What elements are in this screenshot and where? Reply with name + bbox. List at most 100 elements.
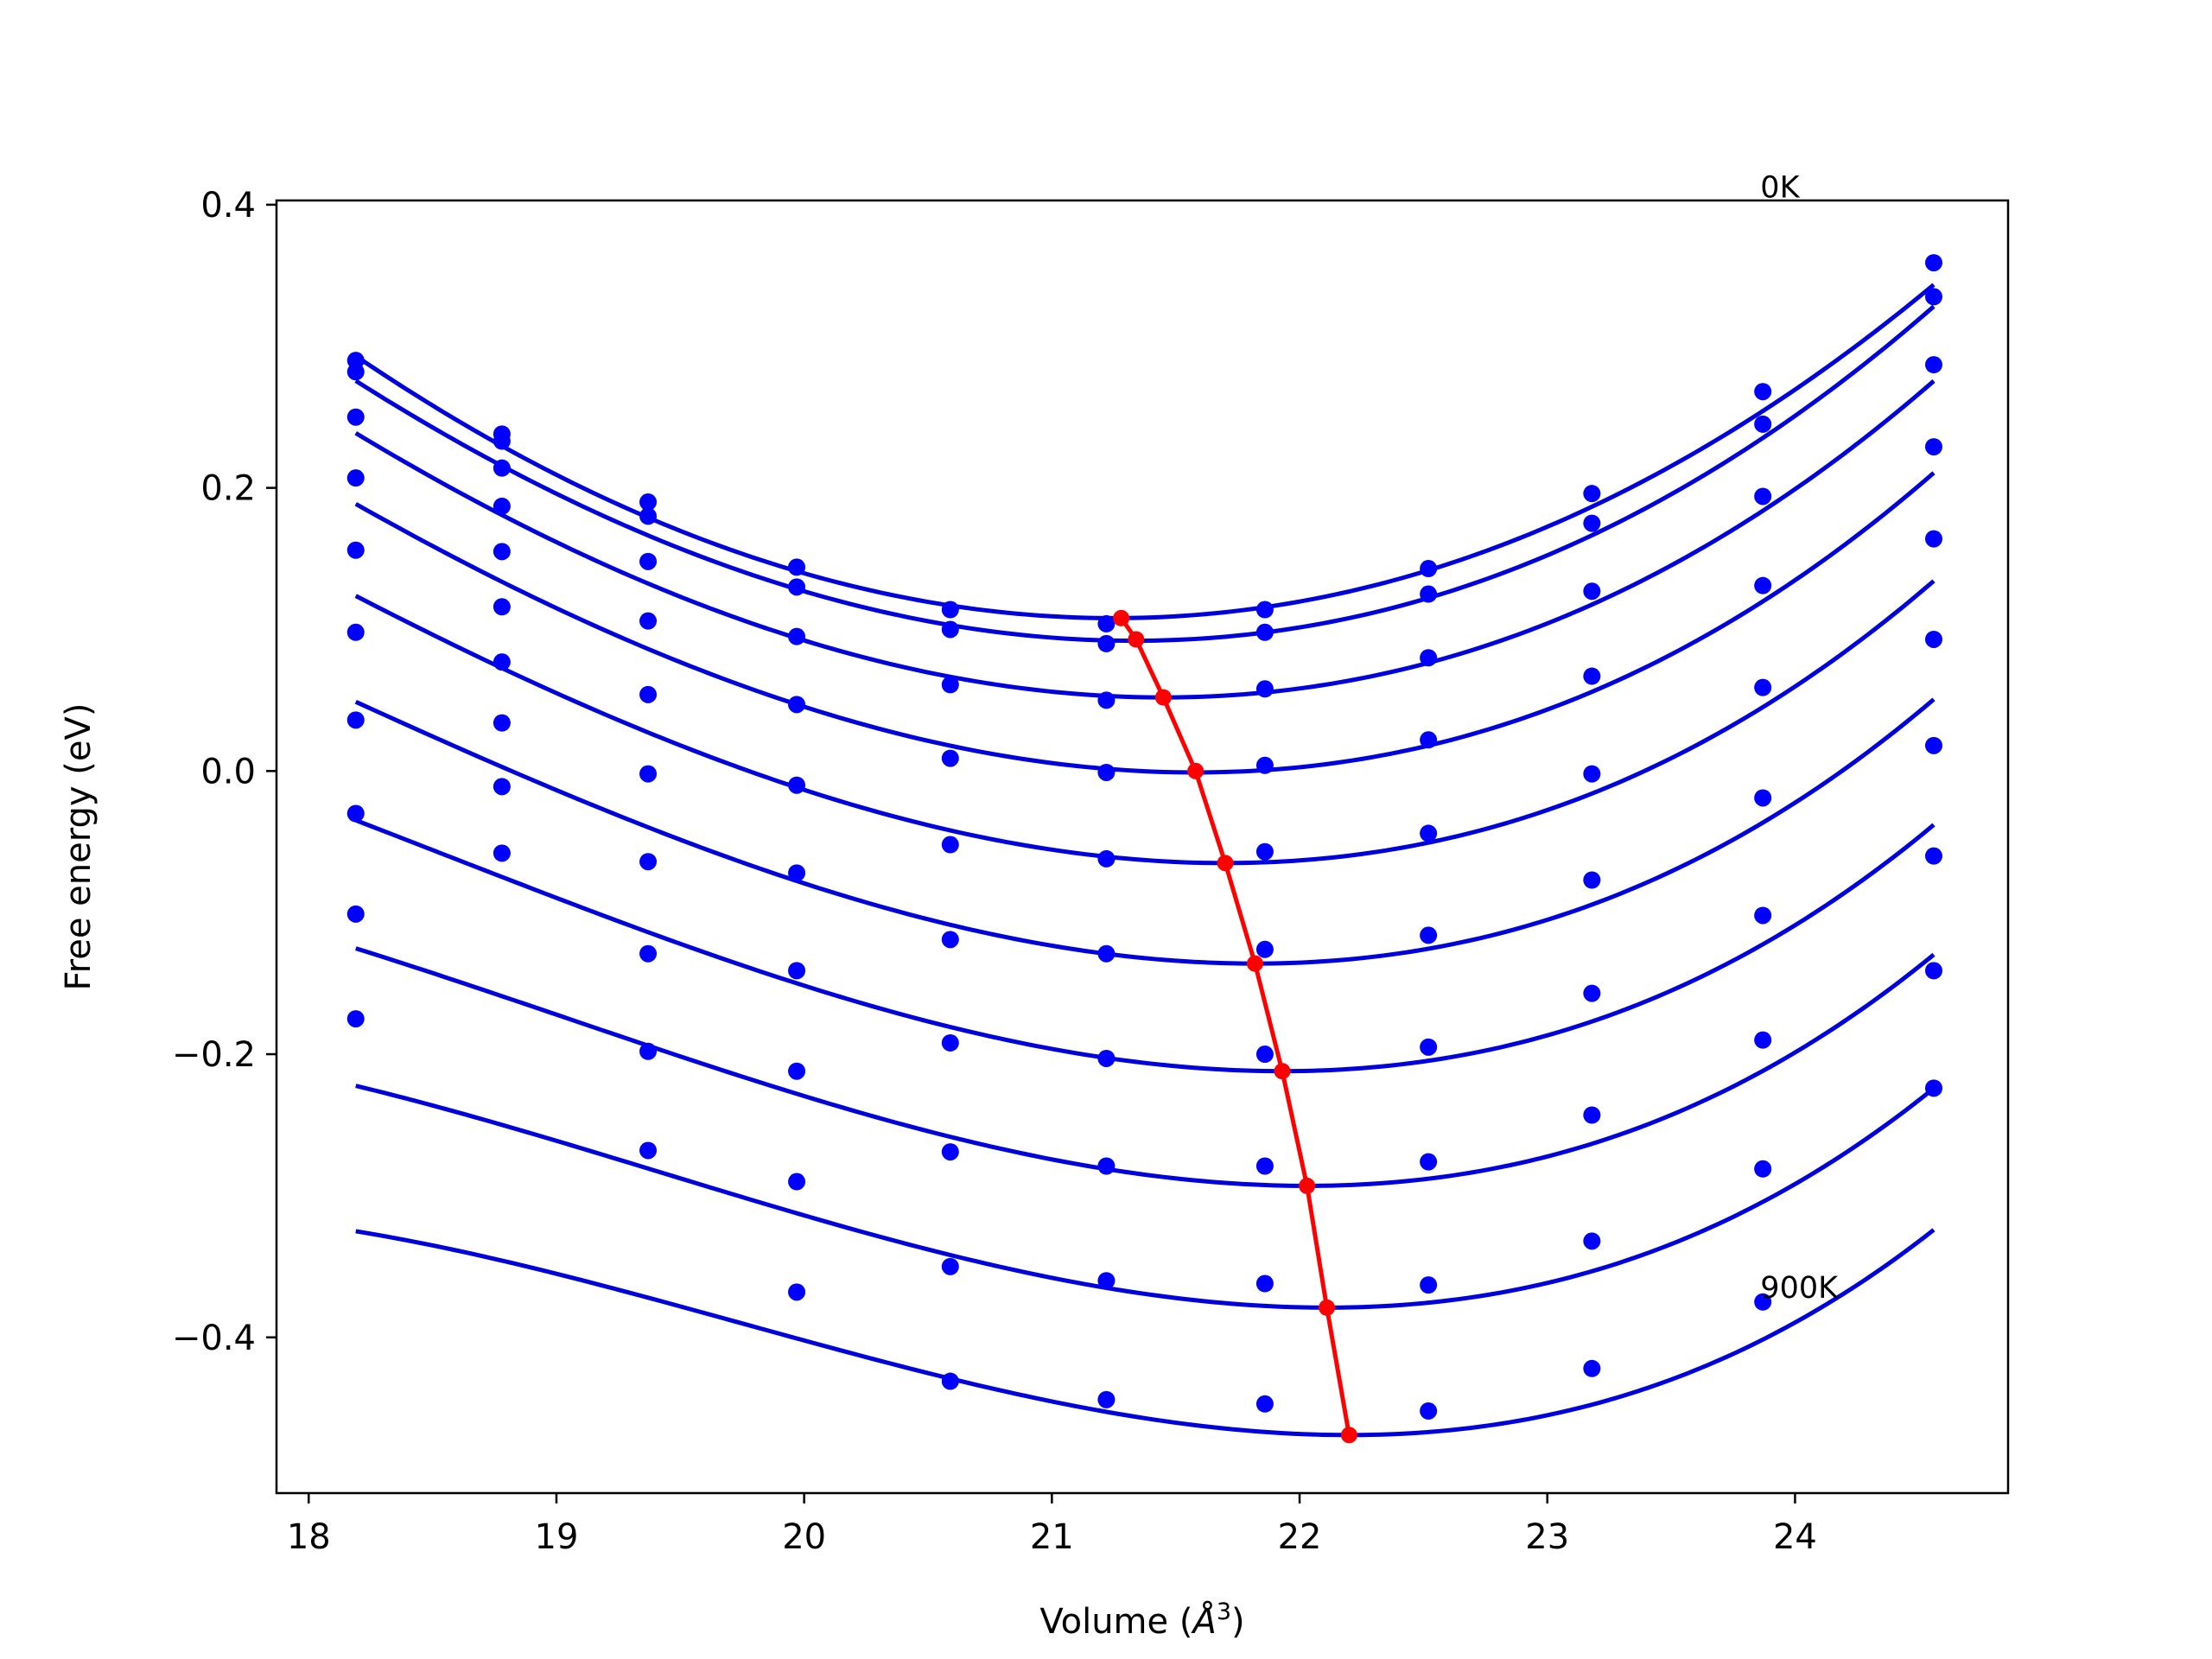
data-point-s4-2 [639, 685, 658, 703]
y-tick-label-0: −0.4 [172, 1319, 256, 1358]
data-point-s8-2 [639, 1042, 658, 1060]
data-point-s7-4 [941, 1143, 959, 1161]
data-point-s1-2 [639, 507, 658, 525]
x-tick-label-5: 23 [1525, 1517, 1569, 1557]
data-point-s4-3 [788, 776, 806, 794]
data-point-s9-5 [1097, 1390, 1116, 1408]
y-tick-label-3: 0.2 [200, 469, 256, 509]
data-point-s3-7 [1420, 731, 1438, 749]
fit-curve-5 [354, 697, 1936, 966]
data-point-s2-4 [941, 676, 959, 694]
data-point-s8-1 [493, 778, 511, 796]
data-point-s7-5 [1097, 1157, 1116, 1175]
data-point-s1-8 [1583, 514, 1601, 532]
data-point-s4-8 [1583, 765, 1601, 783]
fit-curves [354, 283, 1936, 1438]
data-point-s8-9 [1754, 1160, 1772, 1178]
x-tick-label-4: 22 [1278, 1517, 1322, 1557]
data-point-s2-0 [346, 408, 365, 426]
x-axis-label: Volume (Å3) [1039, 1599, 1244, 1642]
x-tick-label-0: 18 [287, 1517, 331, 1557]
x-tick-label-3: 21 [1030, 1517, 1074, 1557]
data-point-s4-9 [1754, 678, 1772, 696]
data-point-s2-1 [493, 459, 511, 477]
data-point-s6-8 [1583, 984, 1601, 1002]
data-point-s6-2 [639, 853, 658, 871]
data-point-s5-4 [941, 931, 959, 949]
data-point-s0-10 [1924, 254, 1942, 272]
data-point-s8-7 [1420, 1276, 1438, 1294]
data-point-s5-10 [1924, 630, 1942, 648]
x-axis-label-symbol: Å [1190, 1600, 1216, 1642]
data-point-s1-4 [941, 620, 959, 639]
data-point-s0-7 [1420, 560, 1438, 578]
data-point-s2-3 [788, 627, 806, 645]
data-point-s6-1 [493, 653, 511, 671]
data-point-s6-10 [1924, 736, 1942, 754]
data-point-s0-9 [1754, 383, 1772, 401]
data-point-s0-8 [1583, 485, 1601, 503]
data-point-s3-9 [1754, 576, 1772, 594]
minima-point-7 [1299, 1177, 1316, 1194]
fit-curve-8 [355, 1084, 1936, 1310]
data-point-s5-1 [493, 598, 511, 616]
minima-line [1119, 616, 1351, 1436]
data-point-s4-5 [1097, 849, 1116, 868]
data-point-s2-6 [1255, 680, 1274, 698]
data-point-s3-3 [788, 696, 806, 714]
data-point-s7-7 [1420, 1153, 1438, 1171]
data-point-s7-6 [1255, 1157, 1274, 1175]
data-point-s3-10 [1924, 438, 1942, 456]
fit-curve-0 [354, 283, 1936, 620]
data-point-s0-2 [639, 493, 658, 512]
data-point-s9-0 [346, 1010, 365, 1028]
data-point-s7-0 [346, 804, 365, 823]
data-point-s0-4 [941, 601, 959, 619]
minima-point-9 [1340, 1427, 1357, 1444]
data-point-s5-3 [788, 864, 806, 882]
data-point-s5-6 [1255, 940, 1274, 958]
data-point-s0-5 [1097, 614, 1116, 632]
data-point-s7-2 [639, 944, 658, 963]
minima-point-0 [1113, 609, 1130, 626]
data-point-s2-5 [1097, 691, 1116, 709]
data-point-s1-1 [493, 432, 511, 450]
minima-point-8 [1319, 1299, 1336, 1316]
data-point-s4-10 [1924, 530, 1942, 548]
plot-frame [275, 199, 2010, 1495]
y-axis-label: Free energy (eV) [59, 703, 99, 991]
data-point-s8-5 [1097, 1272, 1116, 1290]
data-point-s1-6 [1255, 623, 1274, 641]
data-point-s2-9 [1754, 487, 1772, 505]
minima-point-3 [1187, 762, 1205, 779]
data-point-s7-9 [1754, 1031, 1772, 1049]
annotation-1: 900K [1760, 1271, 1839, 1306]
data-point-s4-7 [1420, 824, 1438, 842]
data-point-s9-10 [1924, 1079, 1942, 1097]
fit-curve-6 [354, 817, 1936, 1074]
data-point-s3-0 [346, 469, 365, 487]
data-point-s6-3 [788, 962, 806, 980]
data-point-s5-5 [1097, 944, 1116, 963]
data-point-s1-9 [1754, 415, 1772, 433]
data-point-s9-8 [1583, 1359, 1601, 1377]
fit-curve-4 [354, 579, 1936, 866]
data-point-s2-2 [639, 552, 658, 570]
data-point-s6-5 [1097, 1049, 1116, 1067]
annotation-0: 0K [1760, 171, 1800, 206]
data-point-s9-4 [941, 1372, 959, 1390]
minima-point-1 [1128, 631, 1145, 648]
x-tick-label-6: 24 [1773, 1517, 1817, 1557]
y-axis-ticks: −0.4 −0.2 0.0 0.2 0.4 [172, 186, 276, 1358]
minima-point-6 [1274, 1063, 1291, 1080]
data-point-s5-9 [1754, 789, 1772, 807]
x-axis-label-exponent: 3 [1217, 1599, 1231, 1625]
data-point-s6-0 [346, 711, 365, 729]
data-point-s1-0 [346, 363, 365, 381]
x-axis-label-close: ) [1231, 1602, 1245, 1642]
fit-curve-1 [354, 304, 1936, 644]
data-point-s8-4 [941, 1257, 959, 1275]
minima-point-2 [1154, 689, 1172, 706]
